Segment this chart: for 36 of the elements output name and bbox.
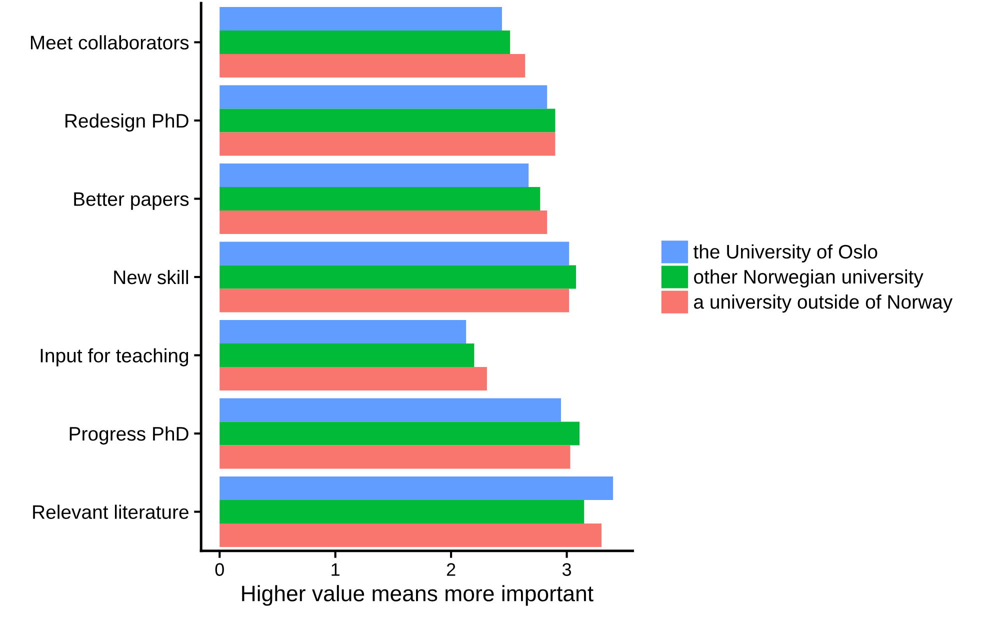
legend-label: a university outside of Norway <box>694 294 953 313</box>
y-tick-label: Redesign PhD <box>66 113 188 132</box>
x-axis-title: Higher value means more important <box>242 585 594 606</box>
bar <box>220 523 602 547</box>
y-tick-label: Progress PhD <box>70 426 188 445</box>
bar <box>220 54 526 78</box>
x-tick-label: 1 <box>332 563 340 576</box>
bar <box>220 398 561 422</box>
y-tick-label: New skill <box>114 270 188 284</box>
bar <box>220 242 570 266</box>
bar <box>220 187 540 210</box>
bar <box>220 422 580 446</box>
y-tick-label: Better papers <box>74 192 189 210</box>
bar <box>220 288 570 312</box>
bar <box>220 210 548 234</box>
y-tick-label: Relevant literature <box>33 504 188 519</box>
legend-label: the University of Oslo <box>694 244 878 262</box>
x-tick-label: 3 <box>562 563 572 576</box>
y-tick-label: Input for teaching <box>40 348 188 366</box>
bar <box>220 132 556 156</box>
bar <box>220 445 570 469</box>
x-tick-label: 0 <box>215 563 224 576</box>
bar <box>220 30 510 54</box>
y-tick-label: Meet collaborators <box>30 35 189 50</box>
x-tick-label: 2 <box>446 563 456 576</box>
bar <box>220 265 576 289</box>
bar <box>220 7 502 31</box>
bar <box>220 85 548 109</box>
bar <box>220 366 487 390</box>
bar <box>220 344 474 367</box>
bar <box>220 320 466 344</box>
bar <box>220 476 614 500</box>
bar <box>220 108 556 132</box>
legend-label: other Norwegian university <box>694 269 924 288</box>
bar <box>220 164 529 188</box>
bar <box>220 500 584 524</box>
